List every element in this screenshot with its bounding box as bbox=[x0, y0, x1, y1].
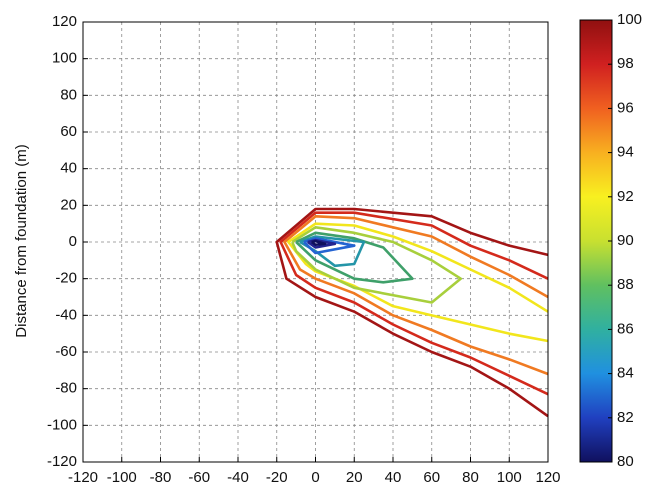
y-tick-label: 80 bbox=[60, 86, 77, 103]
x-tick-label: -120 bbox=[68, 469, 98, 486]
colorbar bbox=[579, 19, 613, 463]
y-axis-label: Distance from foundation (m) bbox=[13, 144, 30, 337]
x-tick-label: -40 bbox=[227, 469, 249, 486]
contour-line bbox=[310, 239, 327, 247]
y-tick-label: -120 bbox=[47, 453, 77, 470]
x-tick-label: -20 bbox=[266, 469, 288, 486]
x-tick-label: -80 bbox=[150, 469, 172, 486]
colorbar-tick-label: 96 bbox=[617, 99, 634, 116]
y-tick-label: 100 bbox=[52, 50, 77, 67]
colorbar-tick-label: 90 bbox=[617, 232, 634, 249]
x-tick-label: 20 bbox=[346, 469, 363, 486]
contour-line bbox=[275, 207, 549, 418]
contour-line bbox=[279, 211, 549, 396]
y-tick-label: -100 bbox=[47, 416, 77, 433]
x-tick-label: 0 bbox=[311, 469, 319, 486]
colorbar-tick-label: 88 bbox=[617, 276, 634, 293]
x-tick-label: -100 bbox=[107, 469, 137, 486]
contour-line bbox=[302, 237, 356, 255]
y-tick-label: -20 bbox=[55, 270, 77, 287]
colorbar-tick-label: 80 bbox=[617, 453, 634, 470]
x-tick-label: 120 bbox=[535, 469, 560, 486]
x-tick-label: 60 bbox=[423, 469, 440, 486]
x-tick-label: 100 bbox=[497, 469, 522, 486]
y-tick-label: 20 bbox=[60, 196, 77, 213]
colorbar-tick-label: 94 bbox=[617, 144, 634, 161]
x-tick-label: 80 bbox=[462, 469, 479, 486]
y-tick-label: -40 bbox=[55, 306, 77, 323]
colorbar-tick-label: 100 bbox=[617, 11, 642, 28]
colorbar-tick-label: 92 bbox=[617, 188, 634, 205]
x-tick-label: -60 bbox=[188, 469, 210, 486]
colorbar-tick-label: 84 bbox=[617, 365, 634, 382]
y-tick-label: -80 bbox=[55, 380, 77, 397]
y-tick-label: -60 bbox=[55, 343, 77, 360]
y-tick-label: 40 bbox=[60, 160, 77, 177]
contour-line bbox=[299, 235, 366, 268]
y-tick-label: 60 bbox=[60, 123, 77, 140]
contour-line bbox=[283, 215, 549, 376]
colorbar-tick-label: 86 bbox=[617, 320, 634, 337]
x-tick-label: 40 bbox=[385, 469, 402, 486]
colorbar-tick-label: 98 bbox=[617, 55, 634, 72]
y-tick-label: 0 bbox=[69, 233, 77, 250]
contour-line bbox=[295, 231, 414, 284]
y-tick-label: 120 bbox=[52, 13, 77, 30]
contour-line bbox=[291, 226, 463, 304]
colorbar-tick-label: 82 bbox=[617, 409, 634, 426]
plot-frame bbox=[82, 21, 549, 463]
